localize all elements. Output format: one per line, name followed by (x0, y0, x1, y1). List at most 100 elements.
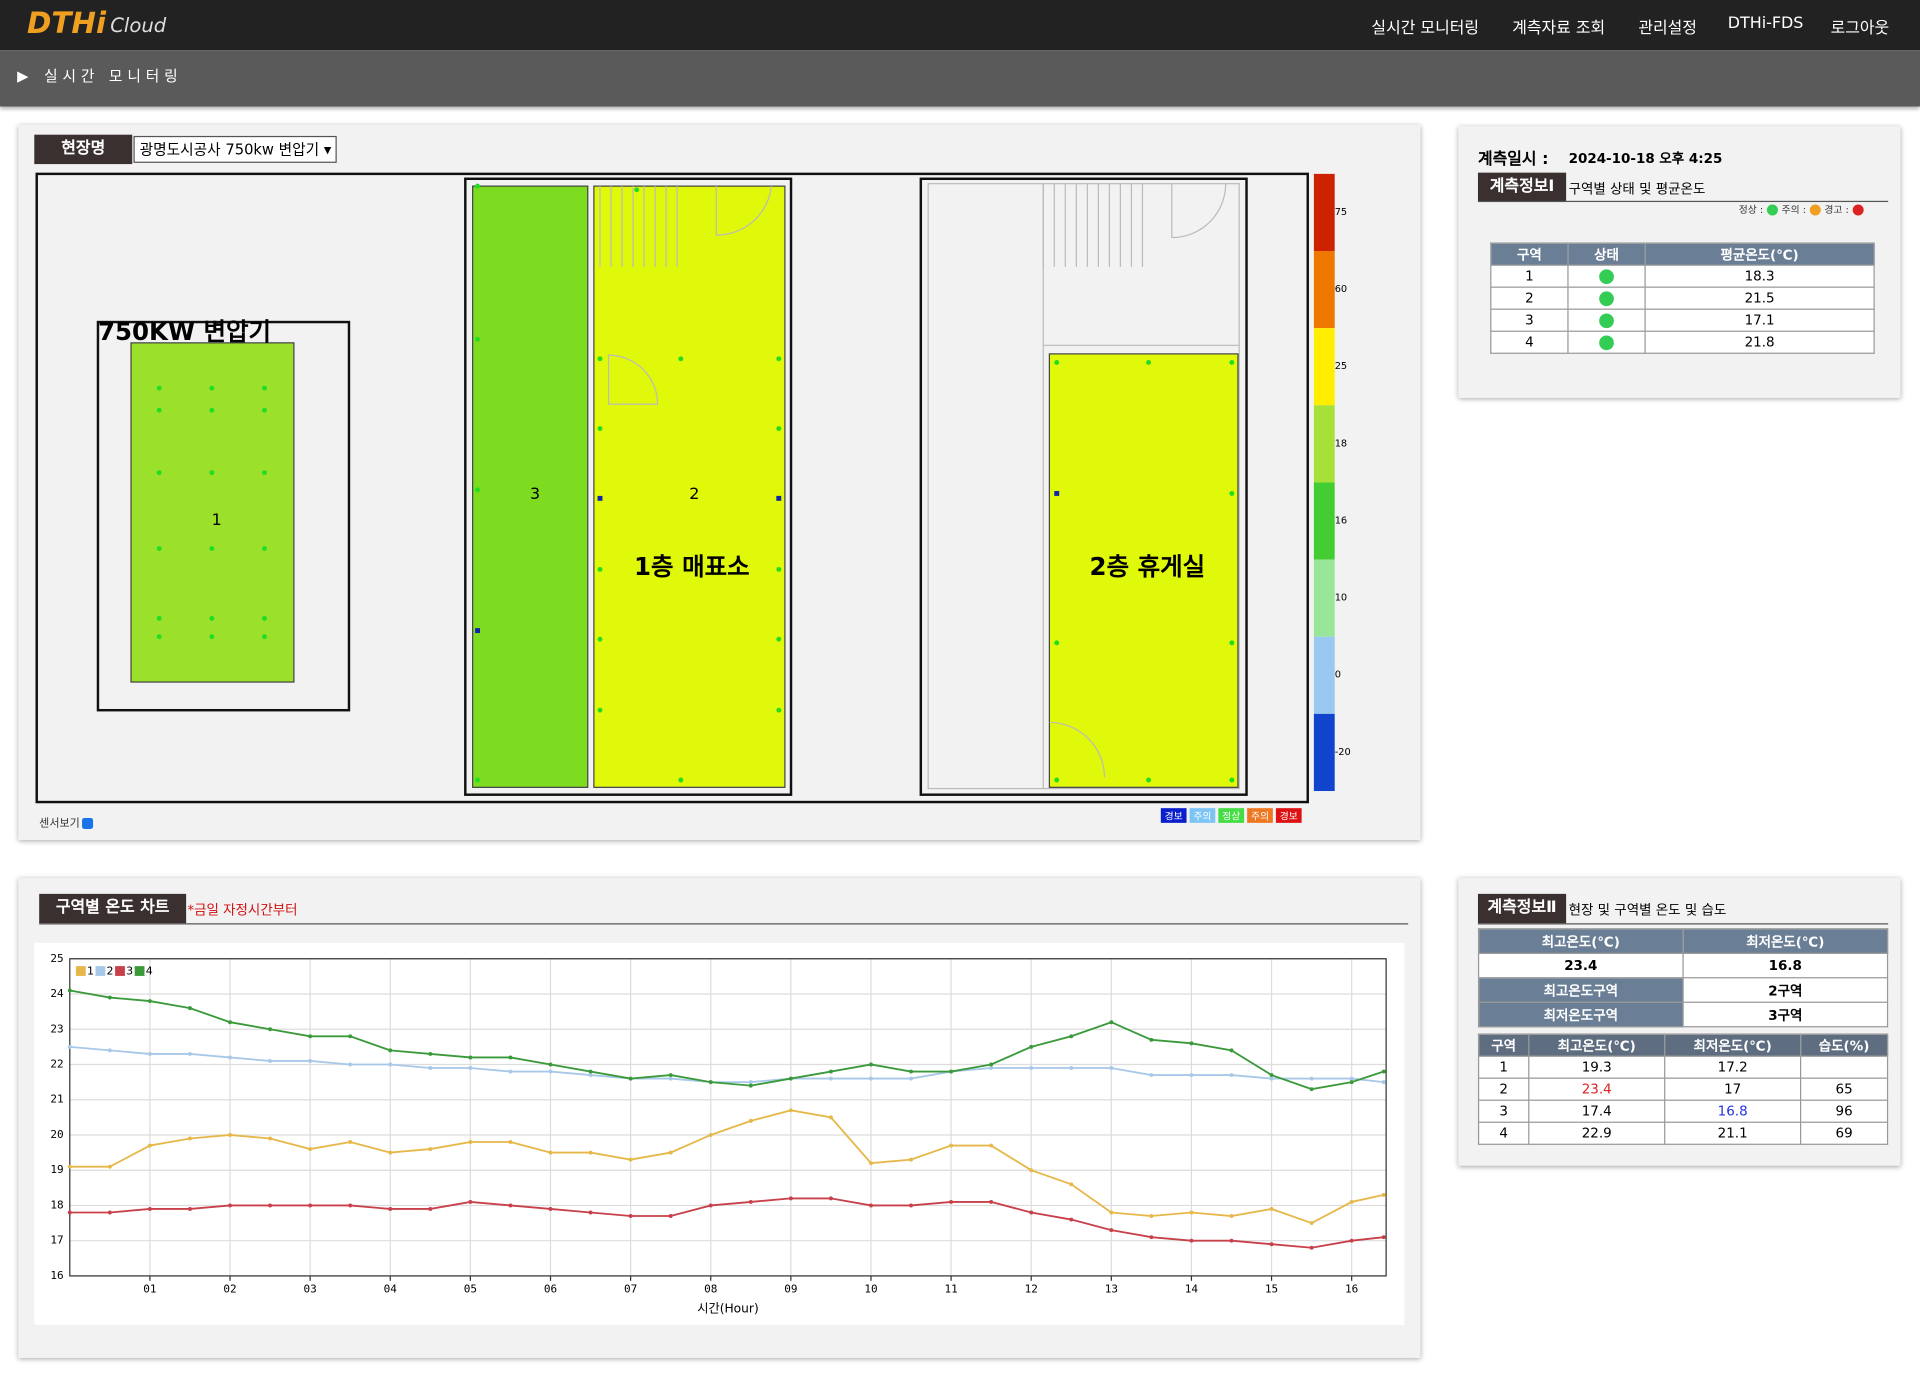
point (428, 1207, 433, 1211)
row: 1 19.3 17.2 (1477, 1055, 1889, 1079)
y-tick-label: 20 (50, 1128, 63, 1141)
nav-item[interactable]: 관리설정 (1638, 19, 1697, 38)
row: 3 17.1 (1490, 308, 1875, 332)
x-tick-label: 06 (544, 1282, 557, 1295)
point (388, 1150, 393, 1155)
point (1349, 1076, 1354, 1081)
scale-label: 75 (1335, 207, 1347, 218)
row: 3 17.4 16.8 96 (1477, 1099, 1889, 1123)
rule (39, 923, 1409, 925)
legend-swatch (1218, 808, 1245, 823)
header-row: 구역 상태 평균온도(℃) (1490, 242, 1875, 266)
status-legend: 정상 : 주의 : 경고 : (1739, 203, 1867, 216)
point (1381, 1192, 1386, 1197)
point (949, 1069, 954, 1074)
point (1309, 1076, 1314, 1081)
point (228, 1055, 232, 1060)
header-cell: 최고온도구역 (1477, 977, 1684, 1003)
transformer-room (96, 320, 351, 712)
nav-item[interactable]: 로그아웃 (1830, 19, 1890, 38)
x-tick-label: 07 (624, 1282, 637, 1295)
checkbox[interactable] (82, 817, 94, 829)
point (1149, 1214, 1154, 1218)
row: 4 21.8 (1490, 330, 1875, 354)
point (508, 1203, 513, 1208)
point (468, 1055, 473, 1060)
plot-frame (69, 958, 1387, 1277)
site-select[interactable]: 광명도시공사 750kw 변압기 ▾ (133, 135, 337, 163)
header-cell: 최고온도(℃) (1528, 1033, 1666, 1057)
sensor (1229, 360, 1235, 365)
rule (1477, 923, 1889, 925)
point (989, 1143, 994, 1148)
scale-label: 16 (1335, 515, 1347, 526)
nav-item[interactable]: 실시간 모니터링 (1371, 19, 1480, 38)
cell: 23.4 (1477, 952, 1684, 979)
point (107, 995, 112, 1000)
wall (927, 183, 1240, 790)
series-line (69, 989, 1385, 1091)
point (1349, 1080, 1354, 1085)
sensor-alert (597, 495, 603, 501)
cell (1567, 264, 1646, 288)
x-tick-label: 09 (784, 1282, 797, 1295)
sensor (678, 356, 684, 362)
point (1069, 1217, 1074, 1222)
sensor (1229, 777, 1235, 783)
legend-swatch (1275, 808, 1302, 823)
point (588, 1210, 593, 1215)
nav-item[interactable]: 계측자료 조회 (1512, 19, 1606, 38)
point (548, 1207, 553, 1211)
sensor (776, 356, 782, 362)
sensor (776, 566, 782, 572)
zone-area (1048, 353, 1239, 788)
cell: 96 (1800, 1099, 1889, 1123)
y-tick-label: 22 (50, 1057, 63, 1070)
point (1229, 1048, 1234, 1053)
door (607, 354, 659, 405)
cell (1800, 1055, 1889, 1079)
scale-label: 0 (1335, 670, 1341, 681)
sensor (1146, 777, 1152, 783)
info2-tag: 계측정보Ⅱ (1477, 893, 1567, 924)
point (989, 1199, 994, 1204)
point (1149, 1073, 1154, 1078)
point (588, 1150, 593, 1155)
legend-swatch (115, 966, 125, 976)
cell: 4 (1490, 330, 1569, 354)
cell (1567, 286, 1646, 310)
sensor (597, 356, 603, 362)
sensor (156, 385, 162, 391)
nav-item[interactable]: DTHi-FDS (1727, 14, 1804, 34)
point (1109, 1228, 1114, 1233)
point (348, 1203, 353, 1208)
info2-title: 현장 및 구역별 온도 및 습도 (1568, 902, 1727, 919)
point (508, 1140, 513, 1144)
y-tick-label: 19 (50, 1163, 63, 1176)
sensor (209, 470, 215, 476)
sensor (209, 385, 215, 391)
cell (1567, 308, 1646, 332)
sensor (1054, 640, 1060, 646)
cell: 18.3 (1644, 264, 1875, 288)
sensor-toggle[interactable]: 센서보기 (39, 814, 94, 830)
point (708, 1203, 713, 1208)
point (989, 1066, 994, 1070)
cell: 17.2 (1664, 1055, 1802, 1079)
point (1269, 1073, 1274, 1078)
zone-label: 3 (530, 484, 540, 503)
sensor-alert (776, 495, 782, 501)
point (228, 1020, 232, 1025)
logo[interactable]: DTHi (26, 6, 107, 41)
point (107, 1164, 112, 1169)
room-title: 2층 휴게실 (1090, 552, 1206, 581)
cell: 2 (1477, 1077, 1530, 1101)
point (468, 1066, 473, 1070)
point (949, 1143, 954, 1148)
cell: 21.5 (1644, 286, 1875, 310)
sensor (262, 385, 267, 391)
point (268, 1059, 273, 1063)
point (1309, 1221, 1314, 1226)
scale-swatch (1313, 173, 1335, 252)
site-select-value: 광명도시공사 750kw 변압기 (139, 140, 320, 158)
